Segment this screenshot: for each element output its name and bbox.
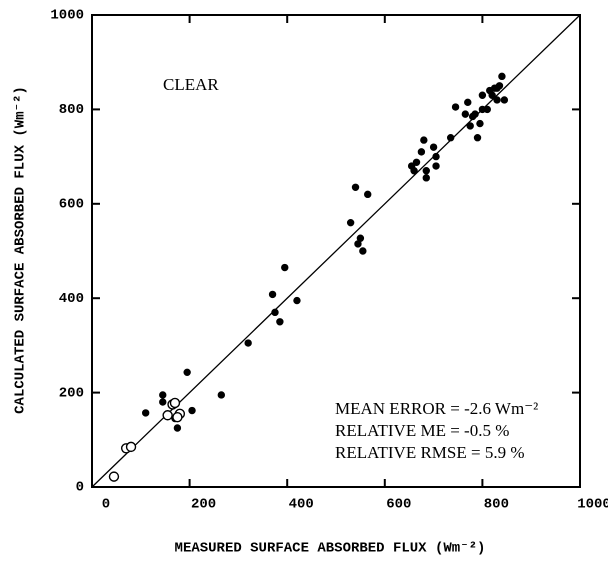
scatter-point bbox=[293, 296, 301, 305]
scatter-point bbox=[464, 98, 472, 107]
scatter-point bbox=[364, 190, 372, 199]
annotation: CLEAR bbox=[163, 75, 219, 94]
scatter-point bbox=[159, 391, 167, 399]
scatter-point bbox=[420, 136, 428, 144]
y-tick-label: 200 bbox=[59, 385, 84, 401]
scatter-point bbox=[422, 167, 430, 175]
scatter-point bbox=[495, 82, 504, 90]
scatter-point bbox=[488, 91, 496, 99]
scatter-point bbox=[473, 134, 482, 142]
scatter-point bbox=[125, 441, 137, 453]
x-tick-label: 400 bbox=[289, 497, 314, 513]
scatter-point bbox=[159, 398, 167, 406]
y-tick-label: 1000 bbox=[50, 8, 84, 24]
scatter-point bbox=[410, 167, 418, 175]
scatter-point bbox=[471, 110, 479, 118]
scatter-point bbox=[183, 368, 191, 377]
scatter-point bbox=[169, 397, 181, 409]
annotation: RELATIVE ME = -0.5 % bbox=[335, 421, 509, 440]
scatter-point bbox=[268, 290, 277, 299]
scatter-point bbox=[188, 406, 196, 415]
scatter-point bbox=[271, 308, 279, 317]
scatter-point bbox=[108, 471, 120, 482]
scatter-point bbox=[478, 91, 487, 99]
scatter-point bbox=[461, 110, 470, 118]
scatter-point bbox=[466, 122, 474, 130]
scatter-point bbox=[500, 96, 509, 104]
plot-frame bbox=[91, 14, 581, 488]
scatter-point bbox=[244, 339, 252, 347]
scatter-point bbox=[276, 318, 284, 326]
scatter-point bbox=[429, 143, 438, 151]
scatter-point bbox=[162, 410, 173, 421]
scatter-point bbox=[446, 134, 455, 142]
y-tick-label: 0 bbox=[76, 480, 84, 496]
scatter-point bbox=[432, 162, 440, 170]
scatter-point bbox=[281, 263, 289, 272]
y-tick-label: 800 bbox=[59, 102, 84, 118]
scatter-point bbox=[351, 183, 360, 191]
annotation: MEAN ERROR = -2.6 Wm⁻² bbox=[335, 399, 538, 418]
scatter-point bbox=[432, 152, 440, 161]
x-tick-label: 0 bbox=[102, 497, 110, 513]
scatter-point bbox=[173, 424, 182, 432]
scatter-point bbox=[172, 411, 183, 423]
scatter-point bbox=[417, 148, 426, 156]
scatter-point bbox=[346, 218, 355, 227]
y-tick-label: 400 bbox=[59, 291, 84, 307]
scatter-point bbox=[412, 158, 421, 166]
scatter-point bbox=[422, 174, 430, 182]
scatter-point bbox=[356, 234, 365, 242]
scatter-point bbox=[141, 409, 150, 417]
x-tick-label: 1000 bbox=[577, 497, 608, 513]
x-tick-label: 600 bbox=[386, 497, 411, 513]
y-axis-label: CALCULATED SURFACE ABSORBED FLUX (Wm⁻²) bbox=[13, 86, 29, 414]
annotation: RELATIVE RMSE = 5.9 % bbox=[335, 443, 525, 462]
x-tick-label: 200 bbox=[191, 497, 216, 513]
y-tick-label: 600 bbox=[59, 197, 84, 213]
scatter-point bbox=[483, 105, 491, 114]
scatter-point bbox=[476, 119, 484, 128]
scatter-point bbox=[493, 96, 501, 104]
x-tick-label: 800 bbox=[484, 497, 509, 513]
scatter-point bbox=[359, 247, 367, 255]
scatter-point bbox=[451, 103, 460, 111]
scatter-point bbox=[217, 391, 226, 399]
x-axis-label: MEASURED SURFACE ABSORBED FLUX (Wm⁻²) bbox=[175, 541, 486, 557]
scatter-point bbox=[498, 72, 506, 81]
